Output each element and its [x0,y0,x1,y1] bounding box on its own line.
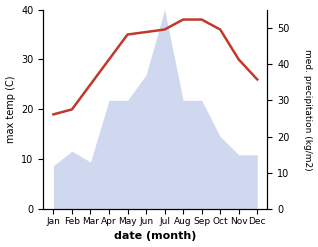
Y-axis label: med. precipitation (kg/m2): med. precipitation (kg/m2) [303,49,313,170]
Y-axis label: max temp (C): max temp (C) [5,76,16,143]
X-axis label: date (month): date (month) [114,231,197,242]
